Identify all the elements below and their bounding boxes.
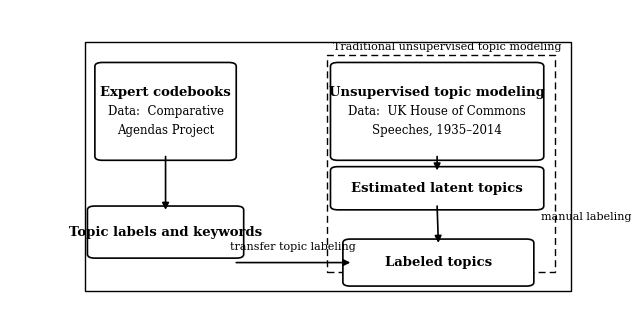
FancyBboxPatch shape bbox=[330, 62, 544, 160]
Text: manual labeling: manual labeling bbox=[541, 212, 632, 222]
FancyBboxPatch shape bbox=[330, 167, 544, 210]
FancyBboxPatch shape bbox=[85, 42, 571, 291]
Text: Estimated latent topics: Estimated latent topics bbox=[351, 182, 523, 195]
Text: Agendas Project: Agendas Project bbox=[117, 124, 214, 137]
FancyBboxPatch shape bbox=[343, 239, 534, 286]
FancyBboxPatch shape bbox=[95, 62, 236, 160]
Text: transfer topic labeling: transfer topic labeling bbox=[230, 243, 356, 252]
Text: Speeches, 1935–2014: Speeches, 1935–2014 bbox=[372, 124, 502, 137]
Text: Expert codebooks: Expert codebooks bbox=[100, 86, 231, 99]
Text: Topic labels and keywords: Topic labels and keywords bbox=[69, 226, 262, 239]
Text: Data:  Comparative: Data: Comparative bbox=[108, 105, 223, 118]
Text: Labeled topics: Labeled topics bbox=[385, 256, 492, 269]
Text: Data:  UK House of Commons: Data: UK House of Commons bbox=[348, 105, 526, 118]
Text: Traditional unsupervised topic modeling: Traditional unsupervised topic modeling bbox=[333, 42, 561, 52]
FancyBboxPatch shape bbox=[88, 206, 244, 258]
Text: Unsupervised topic modeling: Unsupervised topic modeling bbox=[329, 86, 545, 99]
